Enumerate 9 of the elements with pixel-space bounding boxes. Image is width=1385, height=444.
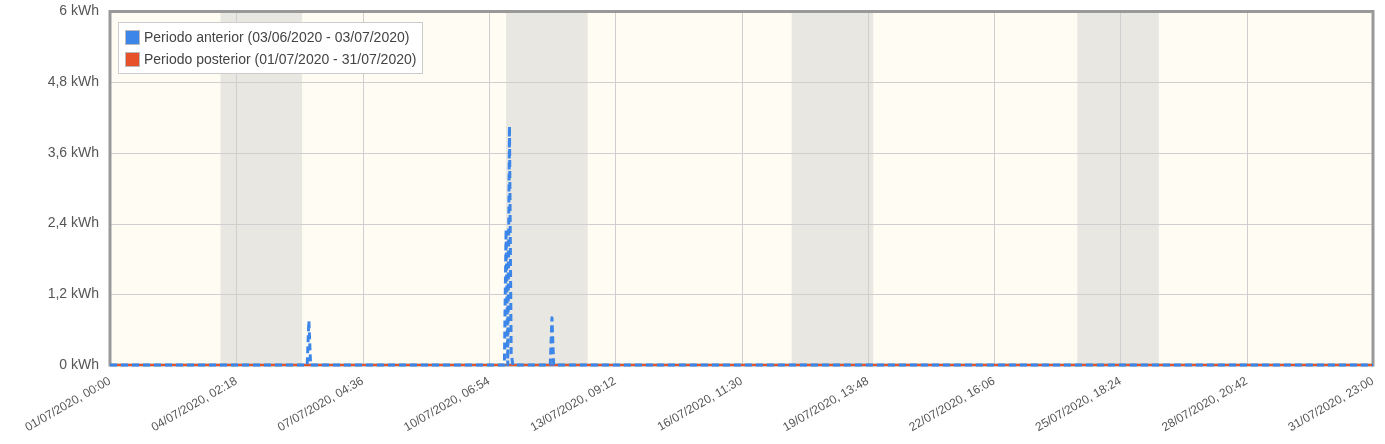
legend-label: Periodo posterior (01/07/2020 - 31/07/2020) — [144, 50, 417, 69]
y-tick-label: 6 kWh — [59, 2, 99, 19]
legend-label: Periodo anterior (03/06/2020 - 03/07/2020) — [144, 28, 410, 47]
y-tick-label: 1,2 kWh — [47, 285, 99, 302]
y-tick-label: 2,4 kWh — [47, 214, 99, 231]
y-tick-label: 0 kWh — [59, 355, 99, 372]
y-tick-label: 4,8 kWh — [47, 72, 99, 89]
y-tick-label: 3,6 kWh — [47, 143, 99, 160]
line-series — [108, 124, 1375, 367]
